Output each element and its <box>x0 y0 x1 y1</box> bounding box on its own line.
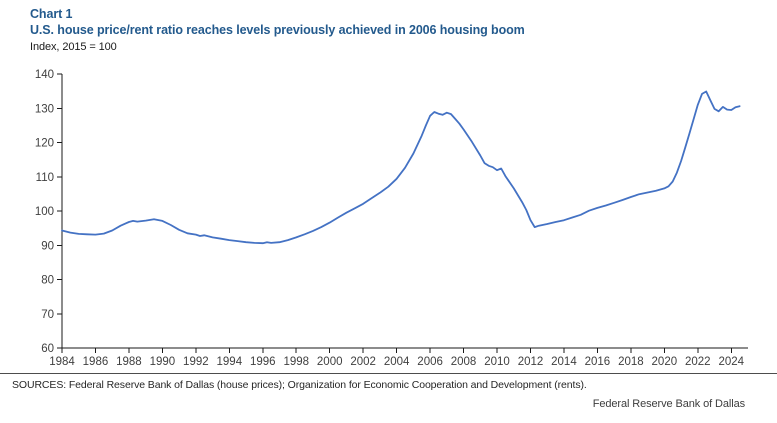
x-tick-label: 1998 <box>283 356 309 368</box>
attribution-text: Federal Reserve Bank of Dallas <box>592 398 745 410</box>
price-rent-ratio-line <box>61 90 741 245</box>
y-tick-label: 70 <box>41 309 54 321</box>
x-tick-label: 2020 <box>652 356 678 368</box>
x-tick-label: 2006 <box>417 356 443 368</box>
sources-note: SOURCES: Federal Reserve Bank of Dallas … <box>12 379 587 391</box>
x-tick-label: 2012 <box>518 356 544 368</box>
x-tick-label: 2008 <box>451 356 477 368</box>
chart-number-label: Chart 1 <box>30 7 73 21</box>
y-tick-label: 100 <box>35 206 54 218</box>
axis-unit-note: Index, 2015 = 100 <box>30 41 117 53</box>
x-tick-label: 1984 <box>49 356 75 368</box>
x-tick-label: 2016 <box>585 356 611 368</box>
y-tick-label: 110 <box>36 172 54 184</box>
x-tick-label: 2000 <box>317 356 343 368</box>
y-tick-label: 120 <box>35 138 54 150</box>
x-tick-label: 2024 <box>718 356 744 368</box>
y-tick-label: 130 <box>35 103 54 115</box>
x-tick-label: 2014 <box>551 356 577 368</box>
x-tick-label: 1994 <box>217 356 243 368</box>
x-tick-label: 1992 <box>183 356 209 368</box>
chart-title: U.S. house price/rent ratio reaches leve… <box>30 23 525 37</box>
x-tick-label: 2002 <box>350 356 376 368</box>
x-tick-label: 1986 <box>83 356 109 368</box>
footer-divider <box>0 373 777 374</box>
x-tick-label: 2018 <box>618 356 644 368</box>
y-tick-label: 80 <box>41 275 54 287</box>
y-tick-label: 60 <box>41 343 54 355</box>
x-tick-label: 1990 <box>150 356 176 368</box>
chart-header: Chart 1 U.S. house price/rent ratio reac… <box>30 6 760 53</box>
x-tick-label: 1988 <box>116 356 142 368</box>
y-tick-label: 140 <box>35 69 54 81</box>
x-tick-label: 2010 <box>484 356 510 368</box>
x-tick-label: 1996 <box>250 356 276 368</box>
x-tick-label: 2022 <box>685 356 711 368</box>
x-tick-label: 2004 <box>384 356 410 368</box>
y-tick-label: 90 <box>41 240 54 252</box>
